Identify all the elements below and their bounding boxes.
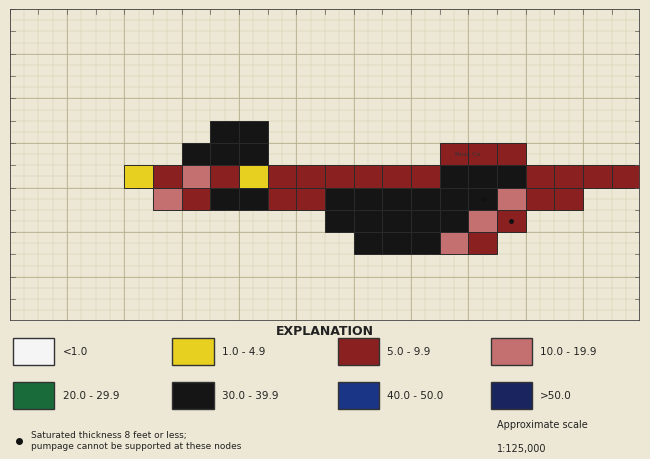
Bar	[640, 165, 650, 188]
Bar	[411, 232, 439, 254]
Bar	[354, 232, 382, 254]
Bar	[268, 165, 296, 188]
Bar	[211, 143, 239, 165]
Bar	[382, 188, 411, 210]
Bar	[296, 188, 325, 210]
Bar	[211, 121, 239, 143]
Bar	[338, 338, 379, 365]
Bar	[325, 188, 354, 210]
Bar	[239, 188, 268, 210]
Bar	[382, 232, 411, 254]
Text: 20.0 - 29.9: 20.0 - 29.9	[62, 391, 119, 401]
Text: Ness Co.: Ness Co.	[454, 151, 482, 157]
Bar	[354, 165, 382, 188]
Bar	[182, 410, 211, 433]
Bar	[497, 210, 526, 232]
Bar	[268, 410, 296, 433]
Text: Approximate scale

1:125,000: Approximate scale 1:125,000	[497, 420, 588, 453]
Bar	[239, 410, 268, 433]
Bar	[211, 188, 239, 210]
Bar	[239, 143, 268, 165]
Bar	[182, 165, 211, 188]
Bar	[526, 165, 554, 188]
Bar	[239, 165, 268, 188]
Bar	[583, 165, 612, 188]
Bar	[124, 410, 153, 433]
Bar	[612, 165, 640, 188]
Bar	[239, 121, 268, 143]
Bar	[382, 165, 411, 188]
Bar	[13, 382, 55, 409]
Bar	[124, 165, 153, 188]
Bar	[325, 210, 354, 232]
Bar	[468, 232, 497, 254]
Text: Saturated thickness 8 feet or less;
pumpage cannot be supported at these nodes: Saturated thickness 8 feet or less; pump…	[31, 431, 241, 451]
Bar	[13, 338, 55, 365]
Bar	[468, 165, 497, 188]
Text: 40.0 - 50.0: 40.0 - 50.0	[387, 391, 444, 401]
Bar	[211, 433, 239, 455]
Bar	[172, 338, 213, 365]
Bar	[182, 143, 211, 165]
Bar	[182, 188, 211, 210]
Bar	[497, 165, 526, 188]
Bar	[497, 143, 526, 165]
Bar	[153, 410, 182, 433]
Bar	[554, 188, 583, 210]
Text: 5.0 - 9.9: 5.0 - 9.9	[387, 347, 431, 357]
Bar	[439, 165, 468, 188]
Text: EXPLANATION: EXPLANATION	[276, 325, 374, 338]
Bar	[491, 338, 532, 365]
Bar	[439, 188, 468, 210]
Bar	[526, 188, 554, 210]
Bar	[182, 433, 211, 455]
Bar	[211, 410, 239, 433]
Bar	[172, 382, 213, 409]
Text: 1.0 - 4.9: 1.0 - 4.9	[222, 347, 265, 357]
Bar	[338, 382, 379, 409]
Bar	[411, 210, 439, 232]
Bar	[497, 188, 526, 210]
Text: >50.0: >50.0	[540, 391, 572, 401]
Bar	[439, 232, 468, 254]
Bar	[153, 188, 182, 210]
Bar	[296, 165, 325, 188]
Bar	[211, 165, 239, 188]
Bar	[239, 433, 268, 455]
Bar	[491, 382, 532, 409]
Bar	[268, 433, 296, 455]
Bar	[439, 210, 468, 232]
Bar	[153, 433, 182, 455]
Bar	[268, 188, 296, 210]
Text: 10.0 - 19.9: 10.0 - 19.9	[540, 347, 597, 357]
Bar	[468, 143, 497, 165]
Bar	[325, 165, 354, 188]
Text: 30.0 - 39.9: 30.0 - 39.9	[222, 391, 278, 401]
Bar	[411, 165, 439, 188]
Bar	[411, 188, 439, 210]
Bar	[354, 188, 382, 210]
Bar	[554, 165, 583, 188]
Text: <1.0: <1.0	[62, 347, 88, 357]
Bar	[439, 143, 468, 165]
Bar	[153, 165, 182, 188]
Bar	[354, 210, 382, 232]
Bar	[468, 210, 497, 232]
Bar	[382, 210, 411, 232]
Bar	[468, 188, 497, 210]
